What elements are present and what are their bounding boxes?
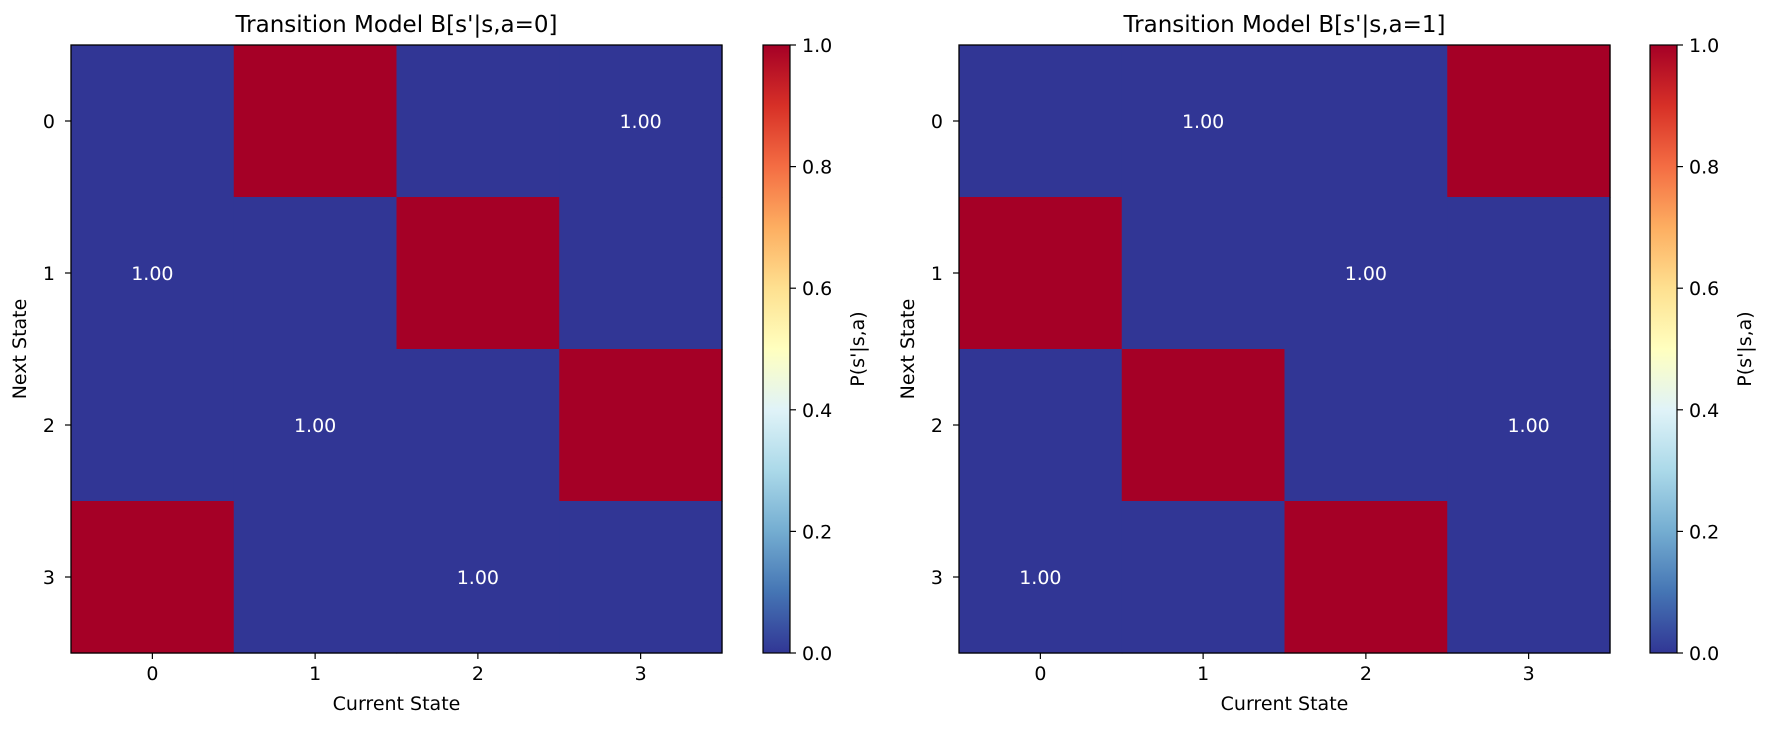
x-axis-label: Current State: [333, 693, 461, 715]
heatmap-cell-3-0: [959, 501, 1123, 654]
colorbar-tick-label: 0.2: [1689, 521, 1719, 543]
heatmap-cell-0-0: [959, 45, 1123, 198]
x-tick-label: 1: [309, 663, 321, 685]
heatmap-cell-2-3: [559, 349, 723, 502]
y-tick-label: 3: [43, 567, 55, 589]
cell-annotation: 1.00: [294, 415, 336, 437]
heatmap-cell-3-1: [1121, 501, 1286, 654]
x-tick-label: 3: [635, 663, 647, 685]
colorbar-tick-label: 0.6: [802, 278, 832, 300]
heatmap-cell-0-0: [71, 45, 235, 198]
heatmap-cell-2-2: [396, 349, 560, 502]
heatmap-cell-1-1: [233, 197, 398, 350]
heatmap-cell-0-2: [1284, 45, 1448, 198]
heatmap-cell-3-0: [71, 501, 235, 654]
y-tick-label: 0: [43, 111, 55, 133]
colorbar-tick-label: 0.2: [802, 521, 832, 543]
colorbar: [1649, 44, 1678, 654]
cell-annotation: 1.00: [1507, 415, 1549, 437]
heatmap-cell-2-0: [71, 349, 235, 502]
cell-annotation: 1.00: [457, 567, 499, 589]
heatmap-cell-2-0: [959, 349, 1123, 502]
heatmap-panel-0: Transition Model B[s'|s,a=0] 0 1 2 3 0 1 2 3 Curr…: [9, 12, 869, 715]
cell-annotation: 1.00: [1345, 263, 1387, 285]
y-tick-label: 1: [43, 263, 55, 285]
x-tick-label: 0: [1034, 663, 1046, 685]
cell-annotation: 1.00: [131, 263, 173, 285]
colorbar-tick-label: 0.0: [1689, 643, 1719, 665]
heatmap-cell-1-3: [559, 197, 723, 350]
heatmap-cell-0-3: [1447, 45, 1611, 198]
cell-annotation: 1.00: [1182, 111, 1224, 133]
heatmap-cell-3-1: [233, 501, 398, 654]
x-tick-label: 1: [1197, 663, 1209, 685]
colorbar-label: P(s'|s,a): [1734, 311, 1756, 386]
colorbar-tick-label: 0.4: [802, 400, 832, 422]
y-tick-label: 1: [931, 263, 943, 285]
y-tick-label: 2: [43, 415, 55, 437]
x-tick-label: 0: [146, 663, 158, 685]
axes-frame: [958, 44, 1611, 654]
heatmap-cell-2-1: [1121, 349, 1286, 502]
y-axis-label: Next State: [9, 299, 31, 400]
heatmap-cell-0-1: [233, 45, 398, 198]
heatmap-cell-1-3: [1447, 197, 1611, 350]
heatmap-cell-1-0: [71, 197, 235, 350]
heatmap-cell-3-3: [559, 501, 723, 654]
heatmap-panel-1: Transition Model B[s'|s,a=1] 0 1 2 3 0 1 2 3 Curr…: [897, 12, 1756, 715]
heatmap-cell-1-2: [1284, 197, 1448, 350]
x-tick-label: 3: [1523, 663, 1535, 685]
y-tick-label: 0: [931, 111, 943, 133]
cell-annotation: 1.00: [1019, 567, 1061, 589]
axes-frame: [70, 44, 723, 654]
heatmap-cell-1-2: [396, 197, 560, 350]
x-tick-label: 2: [472, 663, 484, 685]
y-tick-label: 2: [931, 415, 943, 437]
colorbar-tick-label: 1.0: [1689, 35, 1719, 57]
y-tick-label: 3: [931, 567, 943, 589]
heatmap-cell-0-1: [1121, 45, 1286, 198]
colorbar-tick-label: 0.8: [1689, 157, 1719, 179]
chart-title: Transition Model B[s'|s,a=0]: [235, 12, 558, 38]
heatmap-cell-0-3: [559, 45, 723, 198]
colorbar-tick-label: 1.0: [802, 35, 832, 57]
heatmap-cell-0-2: [396, 45, 560, 198]
heatmap-cell-3-3: [1447, 501, 1611, 654]
colorbar: [762, 44, 791, 654]
heatmap-cell-1-1: [1121, 197, 1286, 350]
heatmap-cell-3-2: [396, 501, 560, 654]
x-tick-label: 2: [1360, 663, 1372, 685]
colorbar-tick-label: 0.4: [1689, 400, 1719, 422]
heatmap-cell-1-0: [959, 197, 1123, 350]
heatmap-cell-3-2: [1284, 501, 1448, 654]
x-axis-label: Current State: [1221, 693, 1349, 715]
heatmap-cell-2-3: [1447, 349, 1611, 502]
colorbar-tick-label: 0.8: [802, 157, 832, 179]
chart-title: Transition Model B[s'|s,a=1]: [1123, 12, 1446, 38]
y-axis-label: Next State: [897, 299, 919, 400]
colorbar-tick-label: 0.0: [802, 643, 832, 665]
cell-annotation: 1.00: [619, 111, 661, 133]
heatmap-cell-2-1: [233, 349, 398, 502]
colorbar-tick-label: 0.6: [1689, 278, 1719, 300]
colorbar-label: P(s'|s,a): [847, 311, 869, 386]
heatmap-cell-2-2: [1284, 349, 1448, 502]
